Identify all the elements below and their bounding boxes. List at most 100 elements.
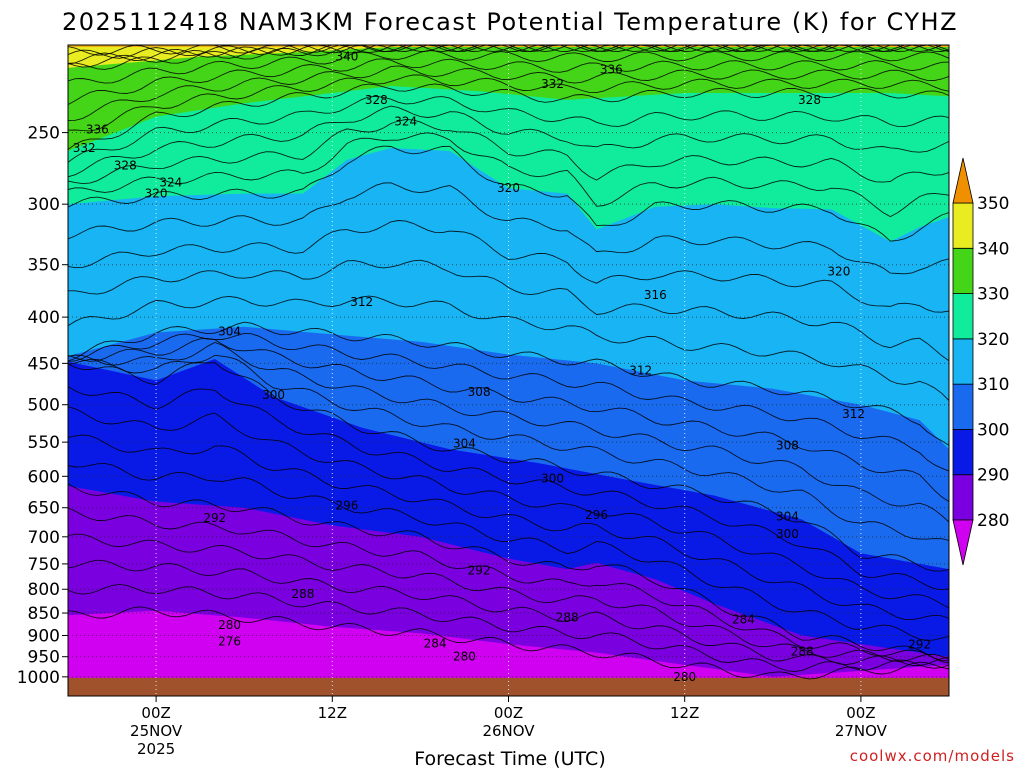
- colorbar-tick-label: 290: [977, 466, 1009, 486]
- contour-label-328: 328: [798, 93, 821, 107]
- contour-label-text: 280: [218, 618, 241, 632]
- contour-label-340: 340: [336, 50, 359, 64]
- contour-318: [67, 182, 950, 275]
- colorbar-segment-320: [952, 293, 974, 340]
- contour-label-300: 300: [262, 388, 285, 402]
- contour-label-300: 300: [776, 527, 799, 541]
- y-tick-label: 950: [28, 648, 60, 668]
- contour-label-text: 284: [732, 612, 755, 626]
- contour-label-328: 328: [365, 93, 388, 107]
- y-tick-label: 400: [28, 308, 60, 328]
- contour-label-text: 320: [145, 187, 168, 201]
- contour-label-text: 340: [336, 50, 359, 64]
- contour-338: [67, 50, 950, 84]
- grid: [67, 44, 950, 697]
- y-tick-label: 900: [28, 626, 60, 646]
- contour-label-text: 292: [908, 638, 931, 652]
- y-tick-label: 800: [28, 580, 60, 600]
- contour-label-320: 320: [145, 187, 168, 201]
- contour-label-284: 284: [732, 612, 755, 626]
- colorbar-tick-label: 300: [977, 420, 1009, 440]
- contour-334: [67, 65, 950, 121]
- contour-label-280: 280: [453, 650, 476, 664]
- x-tick-sublabel: 26NOV: [482, 722, 535, 740]
- contour-label-304: 304: [218, 325, 241, 339]
- contour-label-text: 296: [585, 508, 608, 522]
- contour-label-316: 316: [644, 288, 667, 302]
- contour-label-text: 308: [468, 385, 491, 399]
- contour-312: [67, 295, 950, 401]
- y-tick-label: 600: [28, 467, 60, 487]
- contour-label-text: 292: [468, 564, 491, 578]
- contour-label-text: 328: [798, 93, 821, 107]
- contour-label-text: 332: [541, 77, 564, 91]
- colorbar-segment-280: [952, 474, 974, 521]
- colorbar-tick-label: 320: [977, 330, 1009, 350]
- contour-label-332: 332: [73, 141, 96, 155]
- colorbar-tick-label: 310: [977, 375, 1009, 395]
- contour-label-308: 308: [776, 439, 799, 453]
- colorbar: 280 290 300 310 320 330 340 350: [952, 157, 1009, 566]
- contour-label-324: 324: [159, 176, 182, 190]
- contour-label-text: 296: [336, 498, 359, 512]
- contour-label-text: 300: [541, 471, 564, 485]
- contour-label-336: 336: [86, 122, 109, 136]
- y-tick-label: 750: [28, 555, 60, 575]
- contour-280: [67, 606, 950, 680]
- contour-label-text: 332: [73, 141, 96, 155]
- contour-label-text: 288: [291, 587, 314, 601]
- contour-310: [67, 321, 950, 446]
- contour-label-text: 320: [827, 264, 850, 278]
- y-tick-label: 850: [28, 604, 60, 624]
- contour-label-text: 312: [629, 363, 652, 377]
- x-tick-label: 12Z: [670, 704, 699, 722]
- y-tick-label: 700: [28, 528, 60, 548]
- chart-title: 2025112418 NAM3KM Forecast Potential Tem…: [62, 8, 958, 36]
- contour-282: [67, 583, 950, 672]
- y-tick-label: 500: [28, 396, 60, 416]
- colorbar-under-triangle: [952, 519, 974, 566]
- y-tick-label: 350: [28, 256, 60, 276]
- plot-area: [68, 45, 949, 696]
- x-tick-sublabel: 27NOV: [835, 722, 888, 740]
- y-axis: 2503003504004505005506006507007508008509…: [17, 124, 68, 688]
- contour-294: [67, 434, 950, 621]
- y-tick-label: 300: [28, 195, 60, 215]
- contour-304: [67, 342, 950, 523]
- contour-label-300: 300: [541, 471, 564, 485]
- contour-label-text: 312: [350, 295, 373, 309]
- contour-298: [67, 386, 950, 591]
- contour-label-text: 316: [644, 288, 667, 302]
- x-axis-label: Forecast Time (UTC): [414, 748, 605, 768]
- contour-label-312: 312: [350, 295, 373, 309]
- contour-label-text: 304: [776, 510, 799, 524]
- y-tick-label: 650: [28, 499, 60, 519]
- x-tick-label: 00Z: [494, 704, 523, 722]
- contour-label-text: 308: [776, 439, 799, 453]
- contour-314: [68, 259, 950, 362]
- contour-label-text: 300: [776, 527, 799, 541]
- y-tick-label: 250: [28, 124, 60, 144]
- contour-302: [67, 354, 950, 541]
- colorbar-segment-310: [952, 338, 974, 385]
- contour-label-324: 324: [394, 114, 417, 128]
- contour-label-304: 304: [453, 437, 476, 451]
- contour-label-336: 336: [600, 63, 623, 77]
- colorbar-tick-label: 350: [977, 194, 1009, 214]
- credit-text: coolwx.com/models: [850, 747, 1015, 765]
- contour-label-320: 320: [497, 181, 520, 195]
- contour-label-text: 288: [791, 645, 814, 659]
- contour-label-text: 280: [673, 670, 696, 684]
- contour-label-text: 324: [159, 176, 182, 190]
- colorbar-segment-300: [952, 383, 974, 430]
- contour-label-276: 276: [218, 635, 241, 649]
- contour-324: [67, 119, 950, 185]
- contour-label-288: 288: [291, 587, 314, 601]
- y-tick-label: 1000: [17, 668, 60, 688]
- contour-296: [67, 406, 950, 609]
- contour-label-292: 292: [908, 638, 931, 652]
- contour-label-284: 284: [424, 636, 447, 650]
- contour-label-text: 328: [114, 159, 137, 173]
